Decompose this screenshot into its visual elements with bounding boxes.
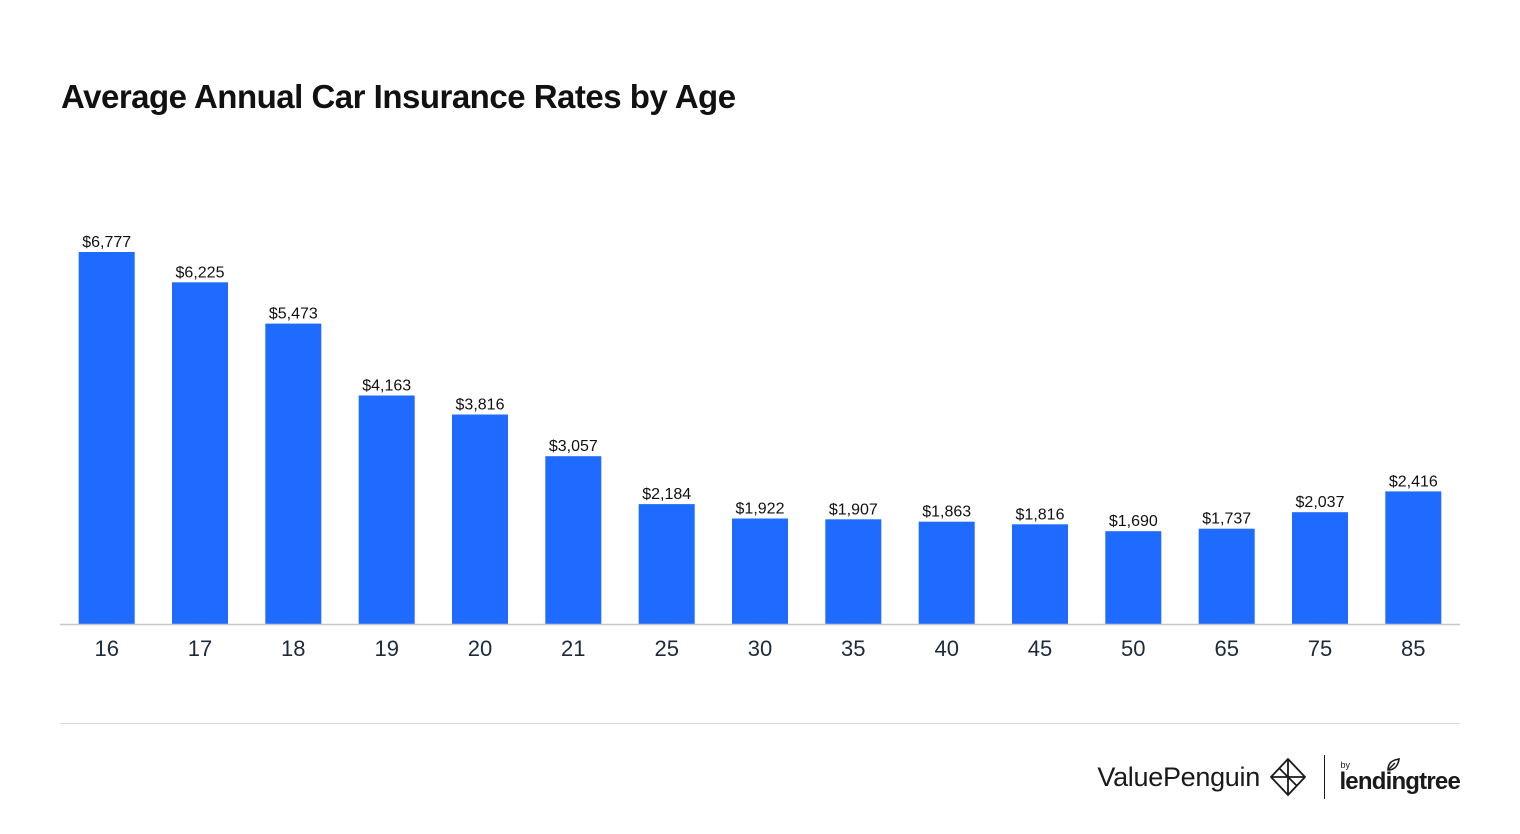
value-label-age-21: $3,057: [549, 438, 598, 455]
bar-age-25: [638, 504, 695, 624]
x-tick-label-21: 21: [561, 636, 585, 661]
x-tick-label-40: 40: [934, 636, 958, 661]
x-tick-label-35: 35: [841, 636, 865, 661]
x-tick-label-30: 30: [748, 636, 772, 661]
x-tick-label-18: 18: [281, 636, 305, 661]
chart-title: Average Annual Car Insurance Rates by Ag…: [61, 78, 736, 115]
x-tick-label-75: 75: [1308, 636, 1332, 661]
x-tick-label-45: 45: [1028, 636, 1052, 661]
branding: ValuePenguin by lendingtree: [1097, 752, 1461, 802]
value-label-age-85: $2,416: [1389, 473, 1438, 490]
bar-age-21: [545, 456, 602, 624]
x-tick-label-17: 17: [188, 636, 212, 661]
value-label-age-75: $2,037: [1296, 494, 1345, 511]
footer-divider: [60, 723, 1460, 724]
x-tick-label-65: 65: [1214, 636, 1238, 661]
bar-age-40: [918, 521, 975, 624]
leaf-icon: [1387, 758, 1401, 771]
bar-age-16: [78, 252, 135, 624]
x-tick-label-25: 25: [654, 636, 678, 661]
bar-age-18: [265, 323, 322, 624]
x-tick-label-50: 50: [1121, 636, 1145, 661]
bar-age-19: [358, 395, 415, 624]
value-label-age-20: $3,816: [456, 397, 505, 414]
bar-age-30: [732, 518, 788, 624]
value-label-age-16: $6,777: [82, 234, 131, 251]
value-label-age-50: $1,690: [1109, 513, 1158, 530]
bar-chart: $6,777 16 $6,225 17 $5,473 18 $4,163 19 $3,816 20…: [60, 234, 1460, 661]
value-label-age-45: $1,816: [1016, 506, 1065, 523]
x-tick-label-19: 19: [374, 636, 398, 661]
bar-age-35: [825, 519, 882, 624]
partner-name: lendingtree: [1339, 768, 1460, 795]
value-label-age-35: $1,907: [829, 501, 878, 518]
value-label-age-25: $2,184: [642, 486, 691, 503]
x-tick-label-85: 85: [1401, 636, 1425, 661]
value-label-age-17: $6,225: [176, 264, 225, 281]
brand-separator: [1323, 755, 1326, 799]
value-label-age-65: $1,737: [1202, 511, 1251, 528]
partner-logo: by lendingtree: [1339, 758, 1461, 796]
partner-prefix: by: [1340, 760, 1350, 770]
bar-age-65: [1198, 528, 1255, 624]
bar-age-20: [452, 414, 508, 624]
value-label-age-40: $1,863: [922, 504, 971, 521]
x-tick-label-16: 16: [94, 636, 118, 661]
bar-age-85: [1385, 491, 1442, 624]
bar-age-45: [1012, 524, 1068, 624]
bar-age-50: [1105, 531, 1162, 624]
value-label-age-19: $4,163: [362, 378, 411, 395]
valuepenguin-logo-icon: [1270, 758, 1306, 796]
bar-age-17: [172, 282, 228, 624]
value-label-age-18: $5,473: [269, 306, 318, 323]
value-label-age-30: $1,922: [736, 501, 785, 518]
x-tick-label-20: 20: [468, 636, 492, 661]
bar-age-75: [1292, 512, 1348, 624]
brand-name: ValuePenguin: [1097, 761, 1260, 792]
